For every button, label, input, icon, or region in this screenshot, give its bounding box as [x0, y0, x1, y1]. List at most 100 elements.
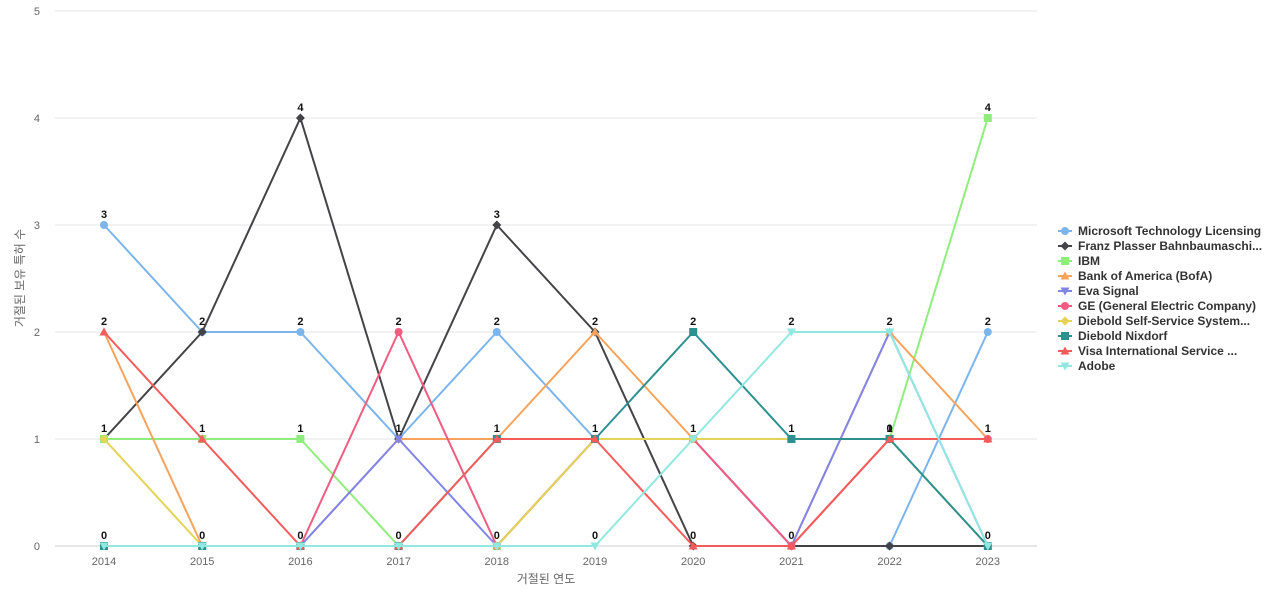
data-point[interactable]: [394, 328, 403, 336]
legend-marker: [1061, 302, 1069, 310]
data-label: 1: [788, 423, 794, 435]
legend-item-diebold-self-service-system[interactable]: Diebold Self-Service System...: [1058, 314, 1250, 328]
data-point[interactable]: [590, 434, 600, 443]
data-point[interactable]: [197, 542, 207, 551]
data-label: 3: [101, 209, 107, 221]
data-label: 1: [887, 423, 893, 435]
legend-label: Eva Signal: [1078, 284, 1139, 298]
data-label: 0: [297, 530, 303, 542]
legend-item-visa-international-service[interactable]: Visa International Service ...: [1058, 344, 1237, 358]
data-point[interactable]: [983, 434, 993, 443]
data-point[interactable]: [983, 542, 993, 551]
data-point[interactable]: [885, 541, 895, 551]
legend-item-diebold-nixdorf[interactable]: Diebold Nixdorf: [1058, 329, 1168, 343]
x-tick-label: 2020: [681, 556, 705, 568]
data-point[interactable]: [492, 220, 502, 230]
legend-marker: [1060, 362, 1070, 371]
legend-label: Diebold Nixdorf: [1078, 329, 1168, 343]
data-point[interactable]: [295, 113, 305, 123]
data-point[interactable]: [197, 327, 207, 337]
x-tick-label: 2017: [386, 556, 410, 568]
data-label: 1: [690, 423, 696, 435]
y-tick-label: 2: [34, 327, 40, 339]
data-label: 0: [690, 530, 696, 542]
x-tick-label: 2015: [190, 556, 214, 568]
legend-item-ibm[interactable]: IBM: [1058, 254, 1100, 268]
series-line-diebold-self-service-system[interactable]: [103, 438, 989, 547]
legend-label: Adobe: [1078, 359, 1116, 373]
legend-marker: [1060, 241, 1070, 251]
series-diebold-self-service-system: [99, 434, 993, 551]
data-point[interactable]: [983, 328, 992, 336]
data-point[interactable]: [786, 328, 796, 337]
legend-item-microsoft-technology-licensing[interactable]: Microsoft Technology Licensing: [1058, 224, 1261, 238]
legend-marker: [1061, 227, 1069, 235]
legend-marker: [1060, 346, 1070, 355]
data-point[interactable]: [100, 221, 108, 229]
data-point[interactable]: [492, 328, 501, 336]
data-label: 3: [494, 209, 500, 221]
data-point[interactable]: [492, 542, 502, 551]
data-point[interactable]: [786, 541, 796, 550]
x-tick-label: 2019: [583, 556, 607, 568]
data-label: 1: [199, 423, 205, 435]
data-label: 2: [101, 316, 107, 328]
data-label: 0: [985, 530, 991, 542]
data-label: 0: [101, 530, 107, 542]
series-lines: [99, 113, 993, 551]
data-point[interactable]: [688, 541, 698, 550]
x-tick-label: 2022: [877, 556, 901, 568]
legend-item-bank-of-america-bofa[interactable]: Bank of America (BofA): [1058, 269, 1212, 283]
data-point[interactable]: [99, 327, 109, 336]
legend-item-eva-signal[interactable]: Eva Signal: [1058, 284, 1139, 298]
data-point[interactable]: [885, 434, 895, 443]
data-label: 4: [297, 102, 304, 114]
data-point[interactable]: [99, 434, 109, 444]
data-point[interactable]: [688, 435, 698, 444]
legend-label: Franz Plasser Bahnbaumaschi...: [1078, 239, 1262, 253]
data-label: 2: [788, 316, 794, 328]
x-axis-ticks: 2014 2015 2016 2017 2018 2019 2020 2021 2022 2023: [92, 556, 1000, 568]
legend-marker: [1061, 332, 1069, 340]
data-label: 0: [887, 423, 893, 435]
data-point[interactable]: [590, 542, 600, 551]
legend-label: Bank of America (BofA): [1078, 269, 1212, 283]
data-point[interactable]: [394, 435, 404, 444]
data-label: 0: [199, 530, 205, 542]
y-tick-label: 3: [34, 220, 40, 232]
data-point[interactable]: [394, 542, 404, 551]
legend-item-adobe[interactable]: Adobe: [1058, 359, 1116, 373]
data-point[interactable]: [197, 434, 207, 443]
data-label: 2: [887, 316, 893, 328]
data-point[interactable]: [296, 328, 305, 336]
series-line-visa-international-service[interactable]: [103, 331, 989, 547]
x-tick-label: 2023: [976, 556, 1000, 568]
data-point[interactable]: [787, 435, 796, 443]
legend-item-franz-plasser-bahnbaumaschi[interactable]: Franz Plasser Bahnbaumaschi...: [1058, 239, 1262, 253]
data-label: 0: [396, 530, 402, 542]
data-label: 2: [985, 316, 991, 328]
data-point[interactable]: [492, 434, 502, 443]
series-line-franz-plasser-bahnbaumaschi[interactable]: [103, 117, 989, 547]
data-point[interactable]: [99, 542, 109, 551]
x-axis-title: 거절된 연도: [517, 572, 576, 586]
series-line-adobe[interactable]: [103, 331, 989, 547]
legend-marker: [1060, 287, 1070, 296]
data-label: 2: [592, 316, 598, 328]
y-tick-label: 5: [34, 6, 40, 18]
data-point[interactable]: [590, 327, 600, 336]
y-axis-ticks: 0 1 2 3 4 5: [34, 6, 40, 553]
data-point[interactable]: [296, 435, 305, 443]
data-point[interactable]: [885, 328, 895, 337]
data-point[interactable]: [689, 328, 698, 336]
data-point[interactable]: [295, 542, 305, 551]
data-label: 1: [101, 423, 107, 435]
legend-item-ge-general-electric-company[interactable]: GE (General Electric Company): [1058, 299, 1256, 313]
series-visa-international-service: [99, 327, 993, 550]
data-label: 2: [199, 316, 205, 328]
data-point[interactable]: [983, 114, 992, 122]
legend-label: Visa International Service ...: [1078, 344, 1237, 358]
data-label: 1: [297, 423, 303, 435]
data-label: 0: [592, 530, 598, 542]
